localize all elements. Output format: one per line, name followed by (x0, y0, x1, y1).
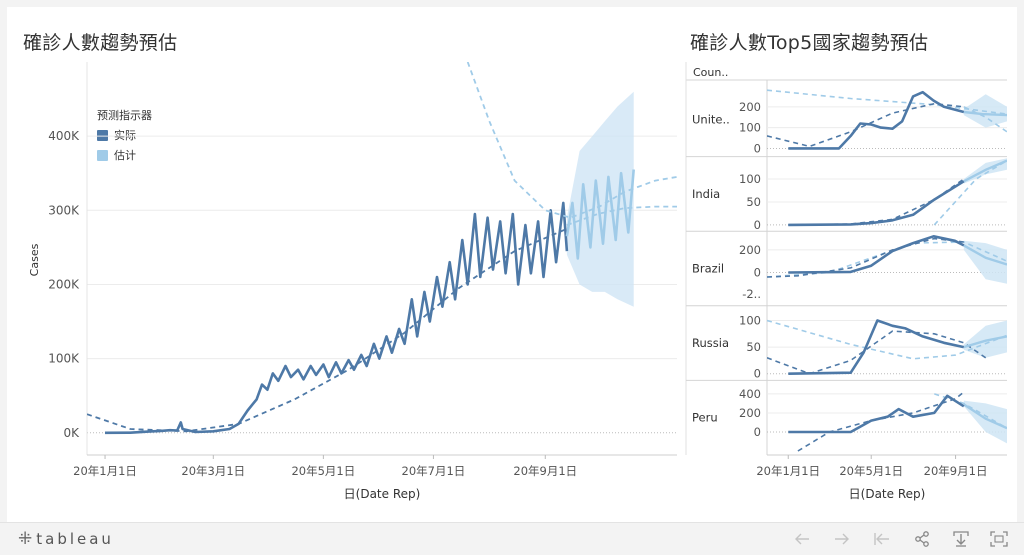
left-y-tick-label: 0K (63, 426, 80, 440)
panel-estimate-series-line (963, 159, 1007, 183)
left-x-tick-label: 20年7月1日 (402, 464, 466, 478)
left-x-axis-title: 日(Date Rep) (344, 487, 421, 501)
left-x-tick-label: 20年9月1日 (513, 464, 577, 478)
download-icon (953, 531, 969, 547)
legend-title: 预测指示器 (97, 109, 152, 122)
row-header-label: Coun.. (693, 66, 728, 79)
panel-forecast-band (963, 320, 1007, 358)
panel-y-tick-label: 200 (739, 100, 761, 114)
fullscreen-button[interactable] (986, 527, 1012, 551)
panel-estimate-trend-line (934, 393, 1007, 429)
right-x-tick-label: 20年9月1日 (924, 464, 988, 478)
panel-plot-area (767, 89, 1007, 150)
panel-estimate-trend-line (767, 89, 1007, 115)
panel-y-tick-label: -2.. (742, 287, 761, 301)
panel-estimate-series-line (963, 110, 1007, 117)
panel-y-tick-label: 100 (739, 121, 761, 135)
left-actual-trend-line (87, 227, 568, 433)
right-chart-title: 確診人數Top5國家趨勢預估 (690, 32, 929, 54)
panel-actual-series-line (788, 180, 965, 227)
panel-plot-area (767, 235, 1007, 284)
panel-y-tick-label: 400 (739, 387, 761, 401)
row-header-bg (686, 62, 1007, 82)
panel-plot-area (788, 158, 1007, 227)
panel-y-tick-label: 200 (739, 406, 761, 420)
panel-country-label: Brazil (692, 262, 724, 276)
left-y-axis-title: Cases (28, 243, 41, 276)
panel-plot-area (788, 391, 1007, 452)
charts-svg[interactable]: 0K 100K 200K 300K 400K 20年1月1日 20年3月1日 20年5月1日 2… (7, 7, 1017, 522)
left-y-tick-label: 300K (48, 203, 80, 217)
left-actual-series-line (104, 201, 569, 435)
panel-country-label: Unite.. (692, 112, 730, 126)
redo-button[interactable] (829, 527, 855, 551)
panel-estimate-trend-line (767, 319, 1007, 360)
panel-estimate-trend-line (767, 241, 1007, 278)
panel-actual-trend-line (797, 391, 965, 452)
revert-to-start-icon (874, 533, 889, 545)
redo-arrow-icon (835, 533, 849, 545)
tableau-toolbar: ⁜ tableau (0, 522, 1024, 555)
panel-country-label: Peru (692, 411, 718, 425)
revert-button[interactable] (869, 527, 895, 551)
panel-y-tick-label: 0 (754, 367, 761, 381)
panel-actual-series-line (788, 319, 965, 375)
left-x-tick-label: 20年3月1日 (181, 464, 245, 478)
panel-country-label: Russia (692, 336, 729, 350)
legend-swatch-actual (97, 129, 108, 141)
panel-y-tick-label: 0 (754, 141, 761, 155)
legend-item-actual[interactable]: 实际 (97, 125, 152, 145)
right-x-axis-title: 日(Date Rep) (849, 487, 926, 501)
panel-y-tick-label: 50 (746, 195, 761, 209)
share-icon (915, 531, 929, 547)
panel-y-tick-label: 0 (754, 265, 761, 279)
undo-arrow-icon (795, 533, 809, 545)
left-chart-title: 確診人數趨勢預估 (23, 32, 178, 54)
panel-estimate-series-line (963, 403, 1007, 430)
panel-estimate-trend-line (933, 159, 1007, 226)
legend-swatch-estimate (97, 149, 108, 161)
undo-button[interactable] (789, 527, 815, 551)
right-x-tick-label: 20年1月1日 (756, 464, 820, 478)
panel-actual-series-line (788, 394, 965, 434)
panel-actual-series-line (788, 235, 965, 274)
left-y-tick-label: 100K (48, 352, 80, 366)
left-x-tick-label: 20年5月1日 (291, 464, 355, 478)
legend[interactable]: 预测指示器 实际 估计 (97, 107, 152, 165)
panel-y-tick-label: 100 (739, 313, 761, 327)
panel-y-tick-label: 0 (754, 425, 761, 439)
right-x-tick-label: 20年5月1日 (839, 464, 903, 478)
panel-actual-trend-line (767, 330, 987, 375)
legend-label-actual: 实际 (114, 129, 136, 142)
left-x-tick-label: 20年1月1日 (73, 464, 137, 478)
left-estimate-trend-line (466, 62, 677, 219)
tableau-logo[interactable]: ⁜ tableau (18, 529, 114, 549)
panel-actual-series-line (788, 90, 965, 150)
legend-item-estimate[interactable]: 估计 (97, 145, 152, 165)
panel-y-tick-label: 100 (739, 172, 761, 186)
fullscreen-icon (990, 531, 1008, 547)
panel-plot-area (767, 319, 1007, 375)
panel-y-tick-label: 200 (739, 243, 761, 257)
left-plot-area (87, 62, 677, 435)
left-estimate-trend-line (566, 205, 677, 226)
dashboard-canvas: 確診人數趨勢預估 確診人數Top5國家趨勢預估 预测指示器 实际 估计 0K 10… (7, 7, 1017, 522)
share-button[interactable] (909, 527, 935, 551)
tableau-logo-text: tableau (36, 530, 114, 548)
tableau-logo-icon: ⁜ (18, 529, 33, 549)
panel-country-label: India (692, 187, 720, 201)
left-y-tick-label: 400K (48, 129, 80, 143)
download-button[interactable] (948, 527, 974, 551)
panel-estimate-series-line (963, 335, 1007, 349)
left-estimate-series-line (565, 169, 635, 260)
panel-estimate-series-line (963, 244, 1007, 266)
panel-y-tick-label: 50 (746, 340, 761, 354)
left-y-tick-label: 200K (48, 277, 80, 291)
legend-label-estimate: 估计 (114, 149, 136, 162)
left-forecast-band (566, 91, 634, 307)
panel-y-tick-label: 0 (754, 218, 761, 232)
